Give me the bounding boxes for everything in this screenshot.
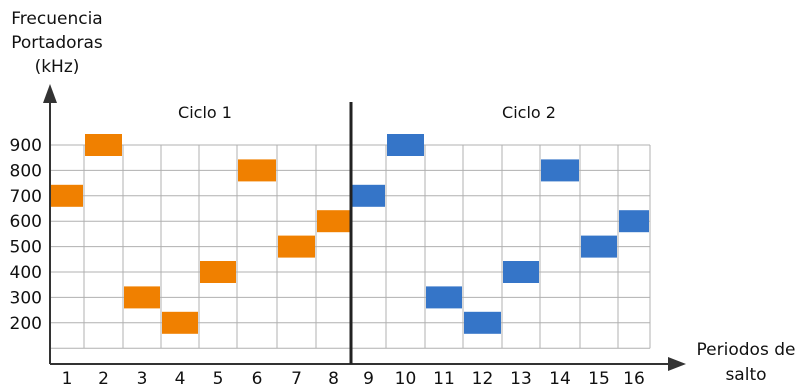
hop-block-cycle1-period-1	[51, 184, 83, 207]
hop-block-cycle2-period-12	[464, 311, 501, 334]
hop-block-cycle2-period-13	[503, 261, 539, 283]
hop-blocks	[51, 134, 649, 334]
hop-block-cycle1-period-2	[85, 134, 122, 156]
hop-block-cycle1-period-5	[200, 261, 236, 283]
x-tick-label: 8	[328, 369, 339, 388]
y-tick-label: 200	[10, 314, 42, 334]
y-tick-label: 500	[10, 238, 42, 258]
y-tick-label: 300	[10, 288, 42, 308]
hop-block-cycle2-period-10	[387, 134, 424, 156]
hop-block-cycle1-period-3	[124, 286, 160, 309]
hop-block-cycle2-period-9	[352, 184, 385, 207]
x-axis-title-line-2: salto	[725, 365, 766, 385]
y-tick-label: 600	[10, 212, 42, 232]
y-tick-label: 700	[10, 187, 42, 207]
y-axis-title-line-3: (kHz)	[35, 57, 80, 77]
x-tick-label: 4	[175, 369, 186, 388]
hop-block-cycle2-period-11	[426, 286, 462, 309]
x-tick-label: 10	[395, 369, 417, 388]
x-tick-label: 14	[549, 369, 571, 388]
x-tick-label: 13	[510, 369, 532, 388]
x-tick-label: 5	[213, 369, 224, 388]
x-tick-label: 12	[472, 369, 494, 388]
x-tick-labels: 1 2 3 4 5 6 7 8 9 10 11 12 13 14 15 16	[62, 369, 645, 388]
hop-block-cycle1-period-6	[238, 159, 276, 182]
x-tick-label: 3	[137, 369, 148, 388]
y-axis-arrow	[43, 84, 57, 103]
y-tick-label: 400	[10, 263, 42, 283]
cycle-1-label: Ciclo 1	[178, 103, 232, 122]
x-tick-label: 2	[98, 369, 109, 388]
x-tick-label: 7	[291, 369, 302, 388]
x-tick-label: 9	[363, 369, 374, 388]
y-axis-title-line-2: Portadoras	[11, 33, 103, 53]
hop-block-cycle2-period-15	[581, 235, 617, 258]
x-tick-label: 11	[433, 369, 455, 388]
hop-block-cycle1-period-7	[278, 235, 315, 258]
hop-block-cycle1-period-4	[162, 311, 198, 334]
y-axis-title-line-1: Frecuencia	[11, 9, 102, 29]
x-tick-label: 16	[623, 369, 645, 388]
y-tick-label: 900	[10, 136, 42, 156]
hop-block-cycle2-period-16	[619, 210, 649, 233]
cycle-2-label: Ciclo 2	[502, 103, 556, 122]
x-axis-arrow	[668, 357, 686, 371]
x-tick-label: 1	[62, 369, 73, 388]
hop-block-cycle1-period-8	[317, 210, 350, 233]
x-axis-title-line-1: Periodos de	[697, 340, 796, 360]
x-tick-label: 15	[588, 369, 610, 388]
y-tick-label: 800	[10, 161, 42, 181]
y-tick-labels: 900 800 700 600 500 400 300 200	[10, 136, 42, 334]
x-tick-label: 6	[252, 369, 263, 388]
hop-block-cycle2-period-14	[541, 159, 579, 182]
